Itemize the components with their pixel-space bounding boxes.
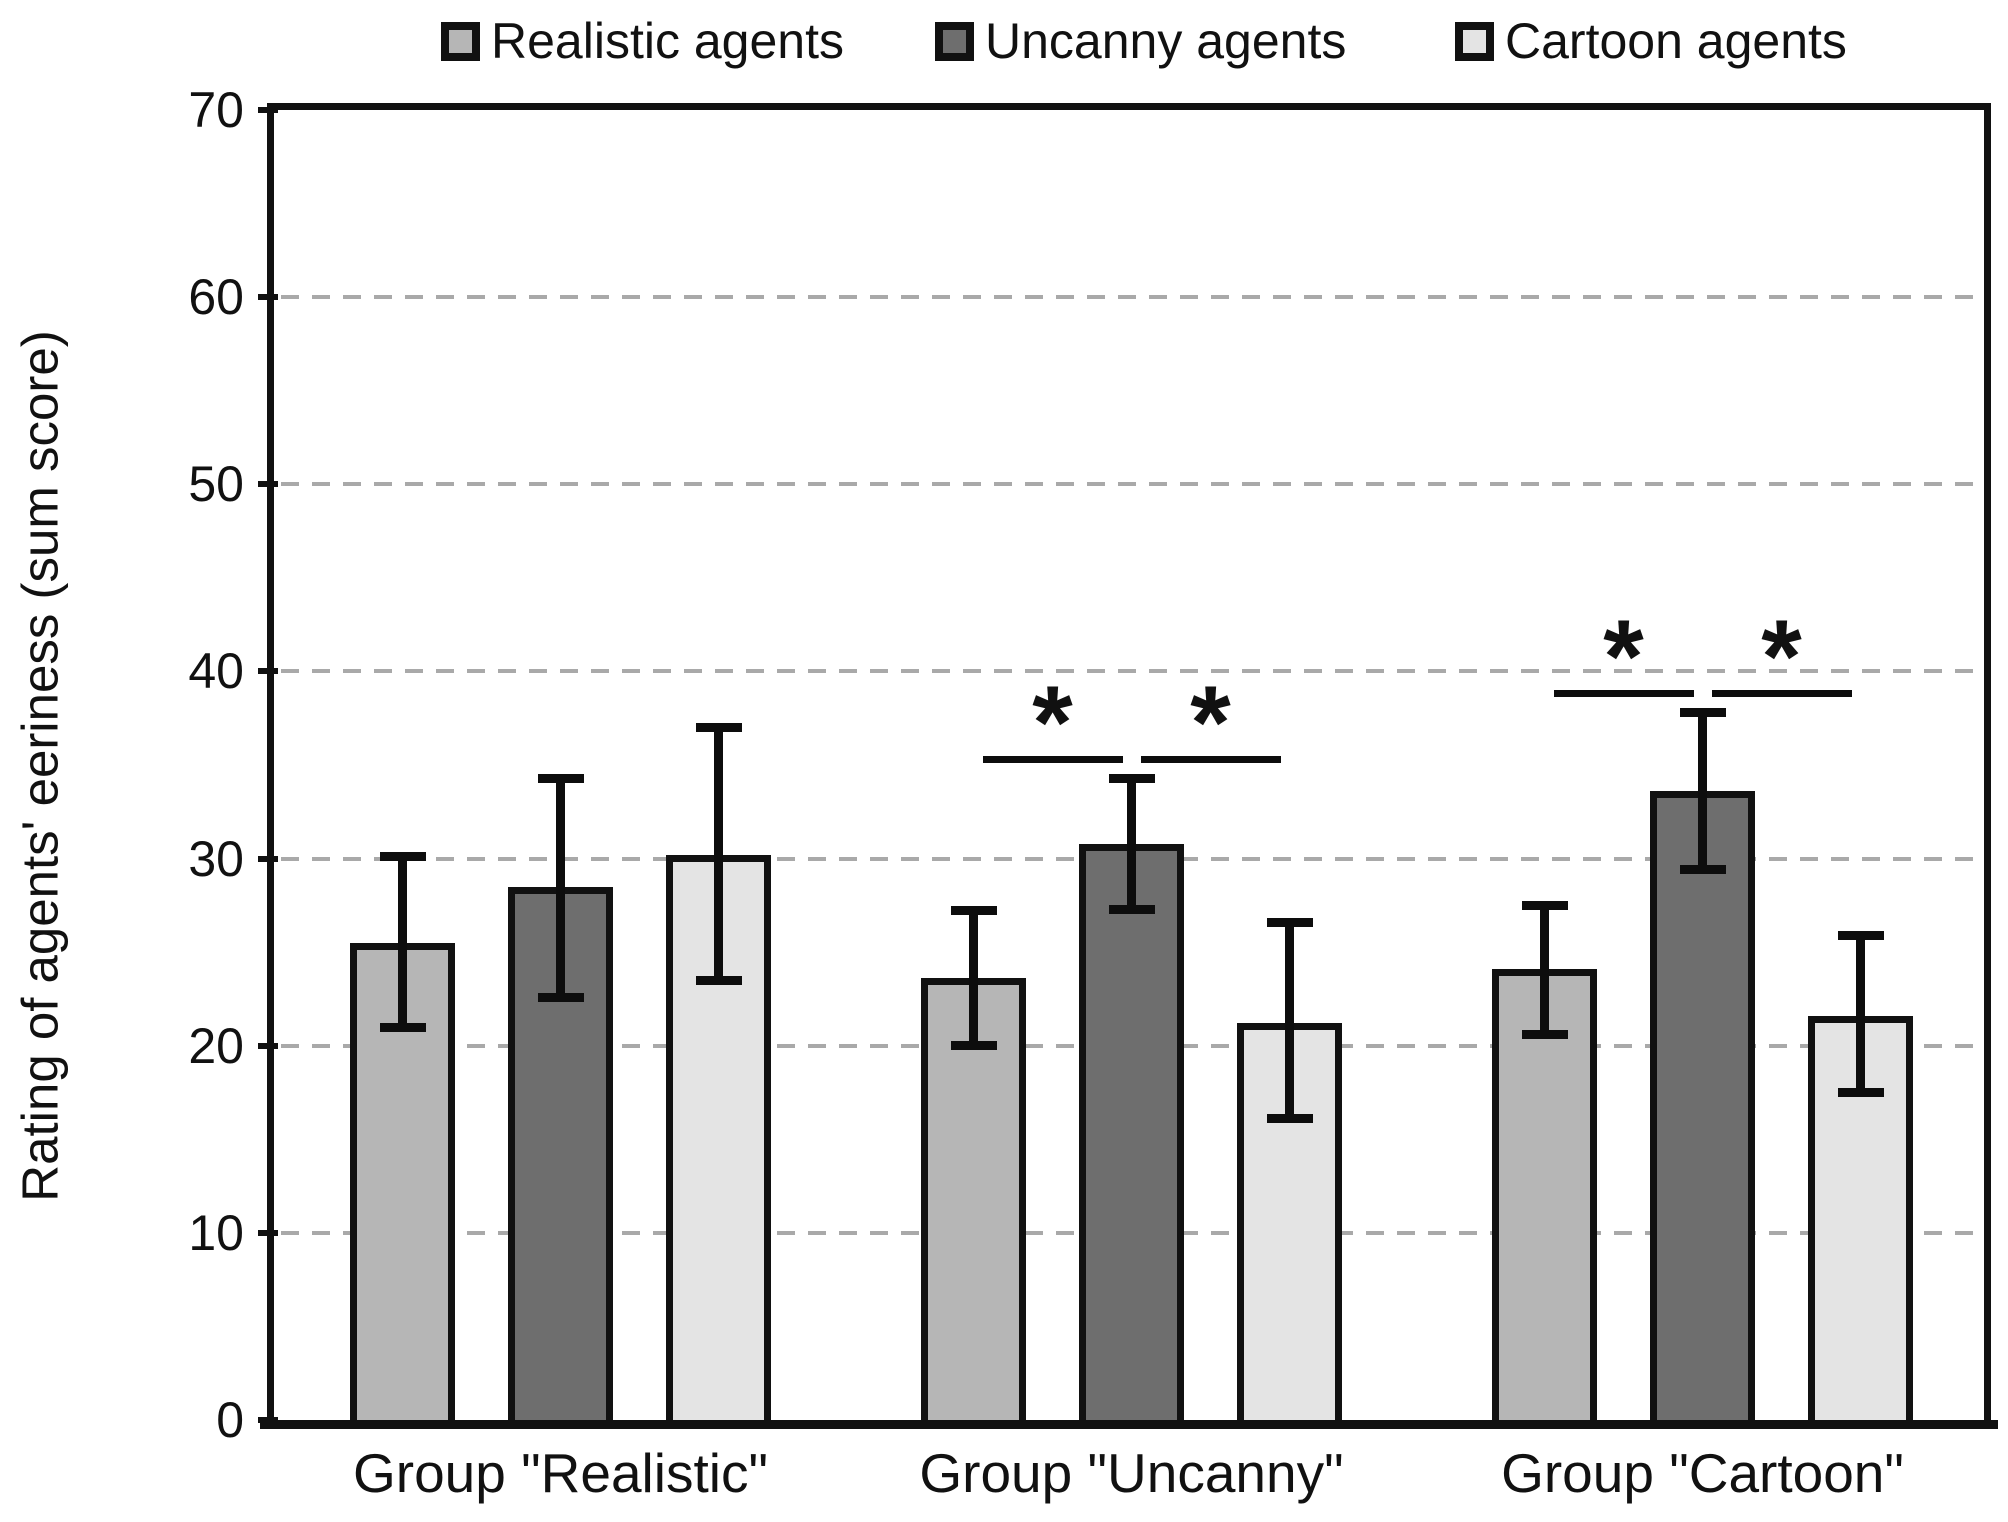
y-tick-label: 50 [188, 456, 244, 513]
error-bar-cap-top [1108, 773, 1155, 783]
error-bar-cap-top [1679, 708, 1726, 718]
significance-asterisk: * [1603, 599, 1644, 716]
y-tick-label: 20 [188, 1017, 244, 1074]
legend-label: Realistic agents [491, 13, 844, 69]
error-bar-cap-bottom [1837, 1088, 1884, 1097]
y-tick-label: 10 [188, 1204, 244, 1261]
error-bar-stem [969, 910, 978, 1046]
significance-asterisk: * [1761, 599, 1802, 716]
legend-item: Realistic agents [441, 12, 844, 70]
error-bar-stem [1856, 935, 1865, 1093]
significance-asterisk: * [1190, 664, 1231, 781]
x-category-label: Group "Realistic" [352, 1442, 769, 1504]
significance-asterisk: * [1032, 664, 1073, 781]
y-axis-title: Rating of agents' eeriness (sum score) [11, 330, 69, 1202]
x-category-label: Group "Uncanny" [919, 1442, 1344, 1504]
error-bar-cap-bottom [1108, 904, 1155, 914]
y-tick-label: 40 [188, 643, 244, 700]
bar [1650, 791, 1755, 1420]
legend-label: Cartoon agents [1505, 13, 1847, 69]
significance-line [1553, 690, 1694, 698]
error-bar-cap-top [695, 723, 742, 733]
y-tick-label: 30 [188, 830, 244, 887]
legend-item: Uncanny agents [935, 12, 1346, 70]
legend-item: Cartoon agents [1455, 12, 1847, 70]
legend-swatch-icon [441, 21, 480, 61]
gridline [281, 669, 1984, 674]
error-bar-cap-top [1521, 900, 1568, 910]
error-bar-cap-bottom [1679, 865, 1726, 875]
error-bar-cap-bottom [537, 992, 584, 1002]
error-bar-cap-top [537, 773, 584, 783]
gridline [281, 295, 1984, 300]
legend-swatch-icon [935, 21, 974, 61]
x-category-label: Group "Cartoon" [1501, 1442, 1904, 1504]
error-bar-stem [556, 778, 565, 998]
plot-frame-right [1984, 103, 1991, 1427]
legend-swatch-icon [1455, 21, 1494, 61]
error-bar-cap-bottom [695, 975, 742, 985]
error-bar-cap-top [1837, 930, 1884, 940]
y-tick-label: 60 [188, 269, 244, 326]
y-axis-line [267, 103, 274, 1427]
error-bar-cap-bottom [950, 1041, 997, 1051]
bar [921, 978, 1026, 1420]
error-bar-cap-top [950, 906, 997, 916]
significance-line [982, 755, 1123, 763]
error-bar-stem [714, 727, 723, 981]
legend-label: Uncanny agents [985, 13, 1347, 69]
error-bar-stem [398, 856, 407, 1027]
error-bar-cap-top [379, 852, 426, 862]
plot-frame-top [267, 103, 1991, 110]
significance-line [1711, 690, 1852, 698]
error-bar-stem [1285, 922, 1294, 1119]
y-tick-label: 70 [188, 82, 244, 138]
error-bar-stem [1127, 778, 1136, 910]
error-bar-cap-bottom [1521, 1029, 1568, 1039]
error-bar-cap-bottom [379, 1022, 426, 1032]
bar [1079, 843, 1184, 1420]
x-axis-line [260, 1420, 1998, 1429]
significance-line [1140, 755, 1281, 763]
error-bar-stem [1698, 712, 1707, 870]
bar [1492, 968, 1597, 1420]
gridline [281, 482, 1984, 487]
error-bar-stem [1540, 905, 1549, 1035]
y-tick-label: 0 [216, 1392, 244, 1448]
error-bar-cap-top [1266, 917, 1313, 927]
error-bar-cap-bottom [1266, 1114, 1313, 1124]
